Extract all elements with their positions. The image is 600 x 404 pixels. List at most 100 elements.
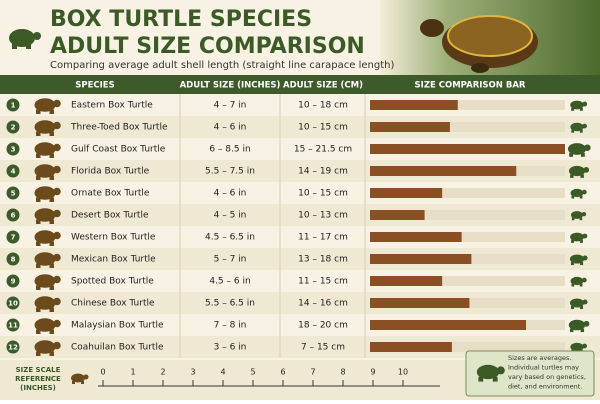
size-bar (370, 232, 462, 242)
size-inches: 5.5 – 6.5 in (205, 299, 255, 309)
species-name: Western Box Turtle (71, 233, 156, 243)
row-number-badge (6, 296, 20, 310)
subtitle: Comparing average adult shell length (st… (50, 60, 394, 71)
row-number: 8 (11, 256, 16, 264)
row-number: 12 (8, 344, 18, 352)
row-background (0, 314, 600, 336)
size-cm: 11 – 15 cm (298, 277, 348, 287)
column-header: SPECIES (75, 81, 115, 91)
size-bar (370, 342, 452, 352)
size-bar (370, 122, 450, 132)
row-background (0, 138, 600, 160)
row-number-badge (6, 274, 20, 288)
row-number: 7 (11, 234, 16, 242)
row-background (0, 270, 600, 292)
row-number: 11 (8, 322, 18, 330)
scale-label: REFERENCE (15, 375, 61, 383)
size-bar (370, 188, 443, 198)
bar-track (370, 342, 565, 352)
size-bar (370, 100, 458, 110)
row-number-badge (6, 318, 20, 332)
bar-track (370, 100, 565, 110)
species-name: Spotted Box Turtle (71, 277, 154, 287)
species-name: Gulf Coast Box Turtle (71, 145, 166, 155)
size-cm: 10 – 13 cm (298, 211, 348, 221)
row-background (0, 94, 600, 116)
size-cm: 11 – 17 cm (298, 233, 348, 243)
row-background (0, 182, 600, 204)
size-bar (370, 166, 517, 176)
size-cm: 7 – 15 cm (301, 343, 345, 353)
size-bar (370, 320, 526, 330)
size-cm: 14 – 16 cm (298, 299, 348, 309)
column-header: SIZE COMPARISON BAR (415, 81, 526, 91)
size-inches: 7 – 8 in (214, 321, 247, 331)
species-name: Malaysian Box Turtle (71, 321, 164, 331)
row-number-badge (6, 230, 20, 244)
column-header: ADULT SIZE (INCHES) (180, 81, 281, 91)
bar-track (370, 210, 565, 220)
size-inches: 4.5 – 6.5 in (205, 233, 255, 243)
photo-turtle (420, 15, 538, 73)
row-background (0, 226, 600, 248)
bar-track (370, 276, 565, 286)
bar-track (370, 188, 565, 198)
species-name: Florida Box Turtle (71, 167, 150, 177)
species-name: Desert Box Turtle (71, 211, 149, 221)
size-cm: 14 – 19 cm (298, 167, 348, 177)
size-inches: 4 – 5 in (214, 211, 247, 221)
size-bar (370, 254, 472, 264)
row-number: 5 (11, 190, 16, 198)
bar-track (370, 122, 565, 132)
ruler-tick-label: 9 (370, 368, 375, 377)
size-cm: 10 – 18 cm (298, 101, 348, 111)
note-text: Individual turtles may (508, 364, 579, 372)
table-body: 1 Eastern Box Turtle 4 – 7 in 10 – 18 cm 2 Th… (0, 94, 600, 358)
species-name: Eastern Box Turtle (71, 101, 153, 111)
size-cm: 10 – 15 cm (298, 123, 348, 133)
row-number-badge (6, 164, 20, 178)
row-number: 9 (11, 278, 16, 286)
ruler-tick-label: 10 (398, 368, 408, 377)
size-inches: 4 – 7 in (214, 101, 247, 111)
row-number-badge (6, 340, 20, 354)
row-background (0, 336, 600, 358)
title: ADULT SIZE COMPARISON (50, 34, 365, 59)
note-text: vary based on genetics, (508, 373, 586, 381)
row-background (0, 116, 600, 138)
row-number: 1 (11, 102, 16, 110)
row-number-badge (6, 186, 20, 200)
size-inches: 4 – 6 in (214, 123, 247, 133)
column-header: ADULT SIZE (CM) (283, 81, 363, 91)
ruler-tick-label: 2 (160, 368, 165, 377)
species-name: Coahuilan Box Turtle (71, 343, 164, 353)
size-cm: 13 – 18 cm (298, 255, 348, 265)
row-number: 3 (11, 146, 16, 154)
size-inches: 6 – 8.5 in (209, 145, 250, 155)
size-inches: 4 – 6 in (214, 189, 247, 199)
ruler-tick-label: 3 (190, 368, 195, 377)
ruler-tick-label: 7 (310, 368, 315, 377)
row-number: 2 (11, 124, 16, 132)
row-number: 10 (8, 300, 18, 308)
row-background (0, 248, 600, 270)
row-number: 6 (11, 212, 16, 220)
row-number: 4 (11, 168, 16, 176)
species-name: Ornate Box Turtle (71, 189, 150, 199)
species-name: Mexican Box Turtle (71, 255, 156, 265)
ruler-tick-label: 4 (220, 368, 225, 377)
row-number-badge (6, 142, 20, 156)
row-number-badge (6, 98, 20, 112)
note-text: Sizes are averages. (508, 354, 571, 362)
row-background (0, 292, 600, 314)
ruler-tick-label: 1 (130, 368, 135, 377)
size-bar (370, 298, 470, 308)
ruler-tick-label: 0 (100, 368, 105, 377)
note-box (465, 350, 595, 397)
size-bar (370, 144, 565, 154)
scale-label: SIZE SCALE (16, 366, 61, 374)
size-inches: 3 – 6 in (214, 343, 247, 353)
note-text: diet, and environment. (508, 383, 582, 391)
